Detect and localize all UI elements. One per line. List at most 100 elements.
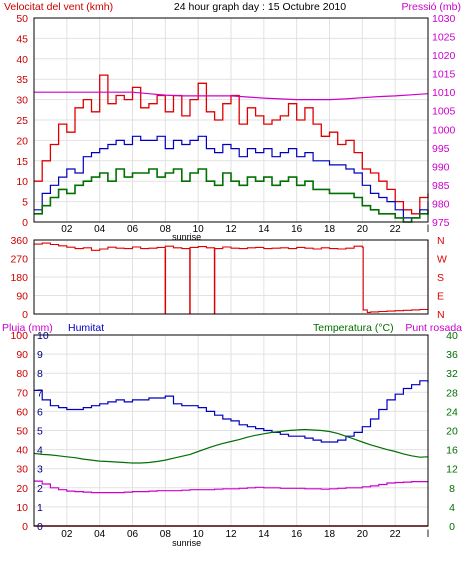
wind-tick-label: 35 xyxy=(16,74,28,86)
pressure-tick-label: 975 xyxy=(432,217,450,229)
humidity-tick-label: 1 xyxy=(37,502,43,514)
wind-tick-label: 40 xyxy=(16,54,28,66)
humidity-tick-label: 2 xyxy=(37,483,43,495)
wind-tick-label: 30 xyxy=(16,95,28,107)
pressure-tick-label: 1030 xyxy=(432,13,456,25)
rain-tick-label: 30 xyxy=(16,464,28,476)
wind-min-series xyxy=(34,168,429,223)
humidity-tick-label: 9 xyxy=(37,349,43,361)
x-tick-label-bottom: 02 xyxy=(61,529,73,540)
temperature-tick-label: 0 xyxy=(449,521,455,533)
x-tick-label-top: 02 xyxy=(61,224,73,235)
rain-tick-label: 70 xyxy=(16,387,28,399)
wind-tick-label: 10 xyxy=(16,176,28,188)
rain-axis-title: Pluja (mm) xyxy=(2,322,53,334)
x-tick-label-bottom: 16 xyxy=(291,529,303,540)
pressure-series xyxy=(34,91,429,101)
x-tick-label-bottom: 06 xyxy=(127,529,139,540)
pressure-tick-label: 1000 xyxy=(432,124,456,136)
x-tick-label-bottom: 10 xyxy=(193,529,205,540)
rain-tick-label: 10 xyxy=(16,502,28,514)
rain-tick-label: 20 xyxy=(16,483,28,495)
temperature-tick-label: 16 xyxy=(446,445,458,457)
rain-tick-label: 100 xyxy=(10,330,28,342)
temperature-tick-label: 20 xyxy=(446,426,458,438)
wind-tick-label: 20 xyxy=(16,135,28,147)
rain-tick-label: 60 xyxy=(16,406,28,418)
wind-direction-series xyxy=(34,240,429,313)
direction-cardinal-label: E xyxy=(437,291,444,303)
humidity-series xyxy=(34,380,429,443)
direction-cardinal-label: N xyxy=(437,309,445,321)
humidity-tick-label: 7 xyxy=(37,387,43,399)
direction-cardinal-label: S xyxy=(437,272,444,284)
temperature-tick-label: 32 xyxy=(446,368,458,380)
x-tick-label-bottom: 08 xyxy=(160,529,172,540)
tick-label-layer: 0510152025303540455097598098599099510001… xyxy=(10,13,458,548)
pressure-axis-title: Pressió (mb) xyxy=(401,1,461,13)
x-tick-label-top: 12 xyxy=(225,224,237,235)
wind-tick-label: 15 xyxy=(16,156,28,168)
x-tick-label-top: 14 xyxy=(258,224,270,235)
humidity-tick-label: 0 xyxy=(37,521,43,533)
pressure-tick-label: 1025 xyxy=(432,32,456,44)
top-panel-frame xyxy=(33,17,429,223)
humidity-tick-label: 10 xyxy=(37,330,49,342)
temperature-tick-label: 28 xyxy=(446,387,458,399)
x-tick-label-bottom: 18 xyxy=(324,529,336,540)
humidity-tick-label: 3 xyxy=(37,464,43,476)
direction-tick-label: 360 xyxy=(10,235,28,247)
x-tick-label-top: l xyxy=(427,224,429,235)
direction-tick-label: 180 xyxy=(10,272,28,284)
humidity-tick-label: 5 xyxy=(37,426,43,438)
rain-tick-label: 50 xyxy=(16,426,28,438)
pressure-tick-label: 980 xyxy=(432,198,450,210)
temperature-series xyxy=(33,428,429,464)
x-tick-label-top: 20 xyxy=(357,224,369,235)
x-tick-label-top: 22 xyxy=(390,224,402,235)
wind-speed-axis-title: Velocitat del vent (kmh) xyxy=(4,1,113,13)
wind-average-series xyxy=(34,135,429,219)
x-tick-label-bottom: 12 xyxy=(225,529,237,540)
humidity-tick-label: 8 xyxy=(37,368,43,380)
chart-title: 24 hour graph day : 15 Octubre 2010 xyxy=(174,1,346,13)
temperature-tick-label: 24 xyxy=(446,406,458,418)
direction-tick-label: 270 xyxy=(10,254,28,266)
direction-tick-label: 0 xyxy=(22,309,28,321)
x-tick-label-top: 18 xyxy=(324,224,336,235)
direction-tick-label: 90 xyxy=(16,291,28,303)
rain-tick-label: 0 xyxy=(22,521,28,533)
x-tick-label-bottom: 20 xyxy=(357,529,369,540)
pressure-tick-label: 1020 xyxy=(432,50,456,62)
pressure-tick-label: 985 xyxy=(432,180,450,192)
pressure-tick-label: 1010 xyxy=(432,87,456,99)
x-tick-label-top: 10 xyxy=(193,224,205,235)
rain-tick-label: 80 xyxy=(16,368,28,380)
humidity-tick-label: 4 xyxy=(37,445,43,457)
humidity-tick-label: 6 xyxy=(37,406,43,418)
dew-point-series xyxy=(34,480,428,494)
frame-layer xyxy=(33,17,429,527)
temperature-tick-label: 4 xyxy=(449,502,455,514)
temperature-tick-label: 40 xyxy=(446,330,458,342)
temperature-axis-title: Temperatura (°C) xyxy=(313,322,394,334)
pressure-tick-label: 1005 xyxy=(432,106,456,118)
x-tick-label-top: 06 xyxy=(127,224,139,235)
wind-tick-label: 25 xyxy=(16,115,28,127)
x-tick-label-bottom: 04 xyxy=(94,529,106,540)
direction-panel-frame xyxy=(33,239,429,315)
wind-tick-label: 0 xyxy=(22,217,28,229)
humidity-axis-title: Humitat xyxy=(68,322,104,334)
rain-tick-label: 40 xyxy=(16,445,28,457)
wind-tick-label: 45 xyxy=(16,33,28,45)
x-tick-label-top: 08 xyxy=(160,224,172,235)
x-tick-label-top: 04 xyxy=(94,224,106,235)
x-tick-label-bottom: 14 xyxy=(258,529,270,540)
temperature-tick-label: 12 xyxy=(446,464,458,476)
sunrise-label-bottom: sunrise xyxy=(172,538,201,548)
x-tick-label-bottom: 22 xyxy=(390,529,402,540)
dew-point-axis-title: Punt rosada xyxy=(405,322,462,334)
